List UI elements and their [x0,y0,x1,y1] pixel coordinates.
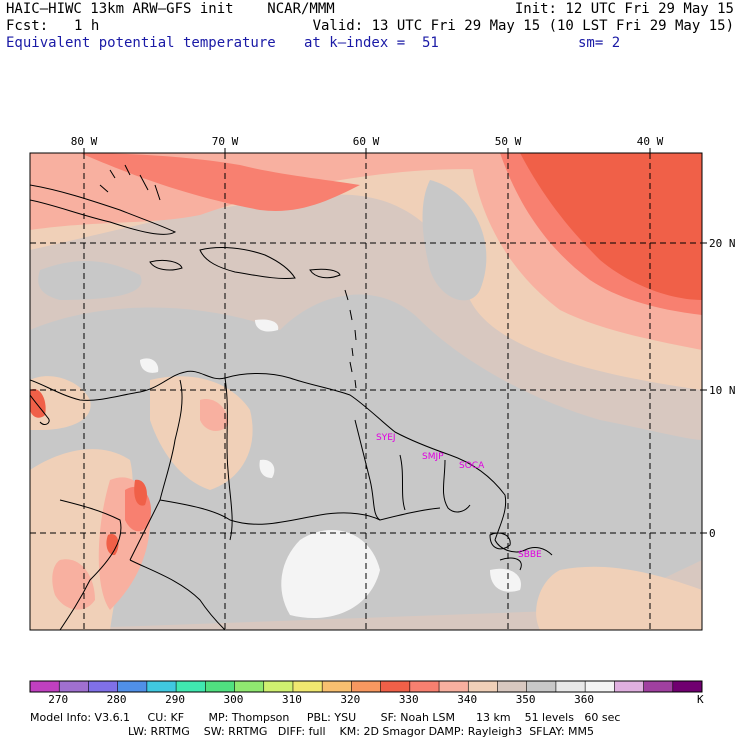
valid-time: Valid: 13 UTC Fri 29 May 15 (10 LST Fri … [312,18,734,34]
colorbar-swatch [614,681,645,692]
colorbar-swatch [585,681,615,692]
colorbar-swatch [205,681,236,692]
colorbar-swatch [526,681,557,692]
colorbar-swatch [351,681,382,692]
colorbar-frame [29,680,703,693]
lon-label-40w: 40 W [637,135,664,148]
model-info-line1: Model Info: V3.6.1 CU: KF MP: Thompson P… [30,711,621,724]
k-index: at k–index = 51 [304,35,439,51]
colorbar-swatch [468,681,498,692]
forecast-label: Fcst: [6,18,49,34]
lon-label-60w: 60 W [353,135,380,148]
colorbar-swatch [322,681,352,692]
lat-label-10n: 10 N [709,384,736,397]
colorbar-label: 320 [340,693,361,706]
colorbar-swatch [672,681,703,692]
colorbar-label: 350 [515,693,536,706]
colorbar-swatch [409,681,440,692]
colorbar-swatch [439,681,469,692]
colorbar-label: 310 [281,693,302,706]
coastlines [30,164,553,630]
colorbar-label: 360 [574,693,594,706]
colorbar-label: 330 [398,693,419,706]
lon-label-80w: 80 W [71,135,98,148]
colorbar-swatch [176,681,206,692]
lat-label-20n: 20 N [709,237,736,250]
colorbar-swatch [59,681,89,692]
colorbar-unit: K [697,693,704,706]
station-syej: SYEJ [376,433,396,443]
lon-label-50w: 50 W [495,135,522,148]
colorbar-swatch [88,681,119,692]
lon-label-70w: 70 W [212,135,239,148]
colorbar-swatch [146,681,177,692]
model-info-line2: LW: RRTMG SW: RRTMG DIFF: full KM: 2D Sm… [128,725,594,738]
colorbar-swatch [263,681,294,692]
field-name: Equivalent potential temperature [6,35,276,51]
station-soca: SOCA [459,461,485,471]
colorbar-label: 340 [457,693,478,706]
colorbar-swatch [292,681,323,692]
lat-lon-grid [30,153,702,630]
station-sbbe: SBBE [518,550,542,560]
colorbar [29,680,703,693]
colorbar-label: 300 [223,693,244,706]
colorbar-swatch [497,681,528,692]
colorbar-swatch [30,681,60,692]
init-time: Init: 12 UTC Fri 29 May 15 [514,1,734,17]
colorbar-label: 280 [106,693,127,706]
colorbar-label: 270 [48,693,69,706]
lat-label-0: 0 [709,527,716,540]
colorbar-swatch [555,681,586,692]
colorbar-swatch [234,681,265,692]
colorbar-label: 290 [165,693,185,706]
colorbar-swatch [380,681,411,692]
model-title: HAIC–HIWC 13km ARW–GFS init NCAR/MMM [6,1,335,17]
smoothing: sm= 2 [578,35,621,51]
forecast-hour: 1 h [74,18,100,34]
colorbar-swatch [117,681,148,692]
station-smjp: SMJP [422,452,444,462]
colorbar-swatch [643,681,674,692]
